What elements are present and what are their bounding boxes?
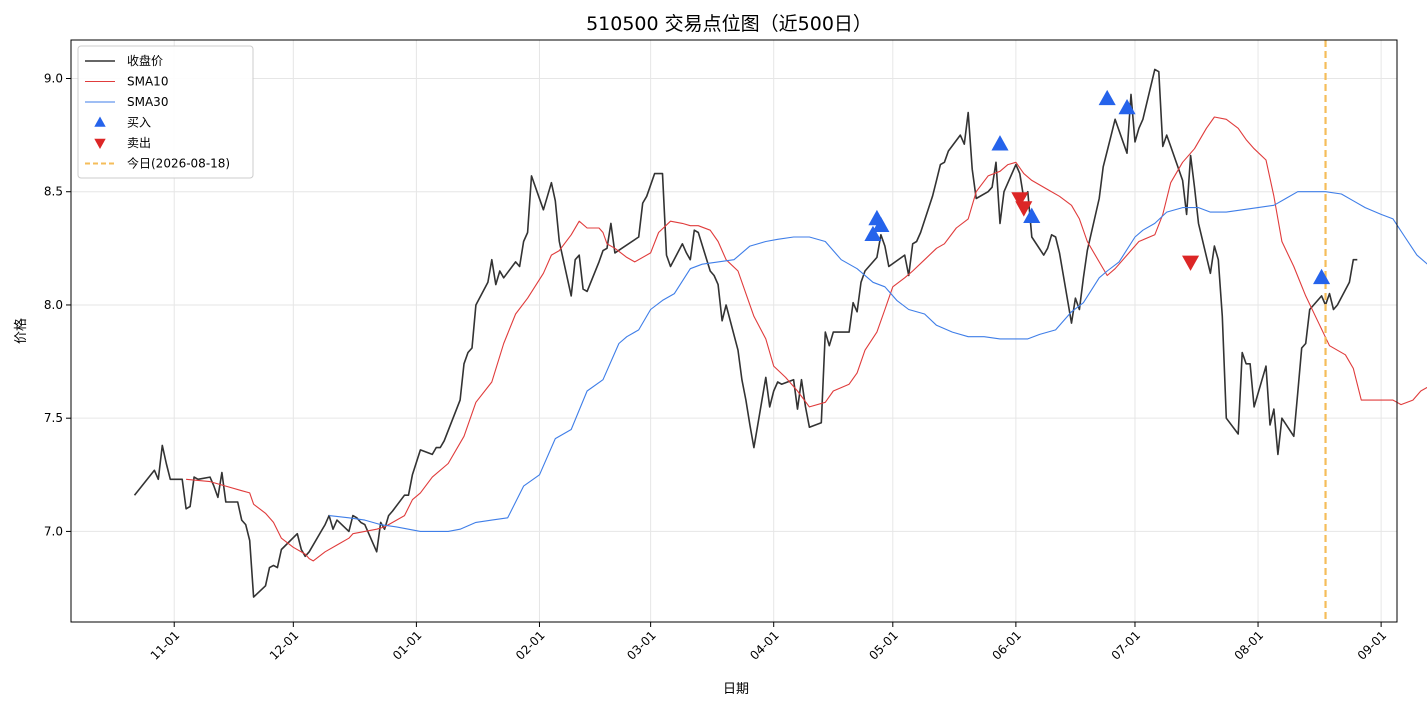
buy-marker [1099,90,1116,105]
x-tick-label: 06-01 [989,628,1024,663]
y-axis-ticks: 7.0 7.5 8.0 8.5 9.0 [44,71,71,538]
x-tick-label: 04-01 [747,628,782,663]
x-tick-label: 02-01 [513,628,548,663]
legend-label: SMA10 [127,75,168,89]
buy-marker [991,135,1008,150]
x-axis-label: 日期 [723,682,749,697]
buy-marker [1313,269,1330,284]
series-layer [135,40,1427,622]
y-tick-label: 7.0 [44,524,63,538]
x-tick-label: 03-01 [624,628,659,663]
x-axis-ticks: 11-01 12-01 01-01 02-01 03-01 04-01 05-01 06-01… [148,622,1389,663]
y-tick-label: 8.0 [44,298,63,312]
legend-label: 买入 [127,116,151,130]
plot-frame [71,40,1397,622]
chart-title: 510500 交易点位图（近500日） [586,13,872,35]
x-tick-label: 07-01 [1109,628,1144,663]
legend-label: SMA30 [127,95,168,109]
x-tick-label: 01-01 [390,628,425,663]
close-price-line [135,69,1358,597]
legend-label: 收盘价 [127,53,163,68]
sma30-line [329,192,1427,532]
legend-label: 卖出 [127,136,151,150]
x-tick-label: 09-01 [1355,628,1390,663]
y-tick-label: 7.5 [44,411,63,425]
y-tick-label: 9.0 [44,71,63,85]
x-tick-label: 05-01 [866,628,901,663]
sma10-line [186,117,1427,561]
legend-label: 今日(2026-08-18) [127,156,230,171]
x-tick-label: 11-01 [148,628,183,663]
y-tick-label: 8.5 [44,185,63,199]
x-tick-label: 08-01 [1232,628,1267,663]
y-axis-label: 价格 [13,318,29,344]
sell-marker [1182,256,1199,271]
grid [71,40,1397,622]
buy-marker [1118,99,1135,114]
x-tick-label: 12-01 [267,628,302,663]
